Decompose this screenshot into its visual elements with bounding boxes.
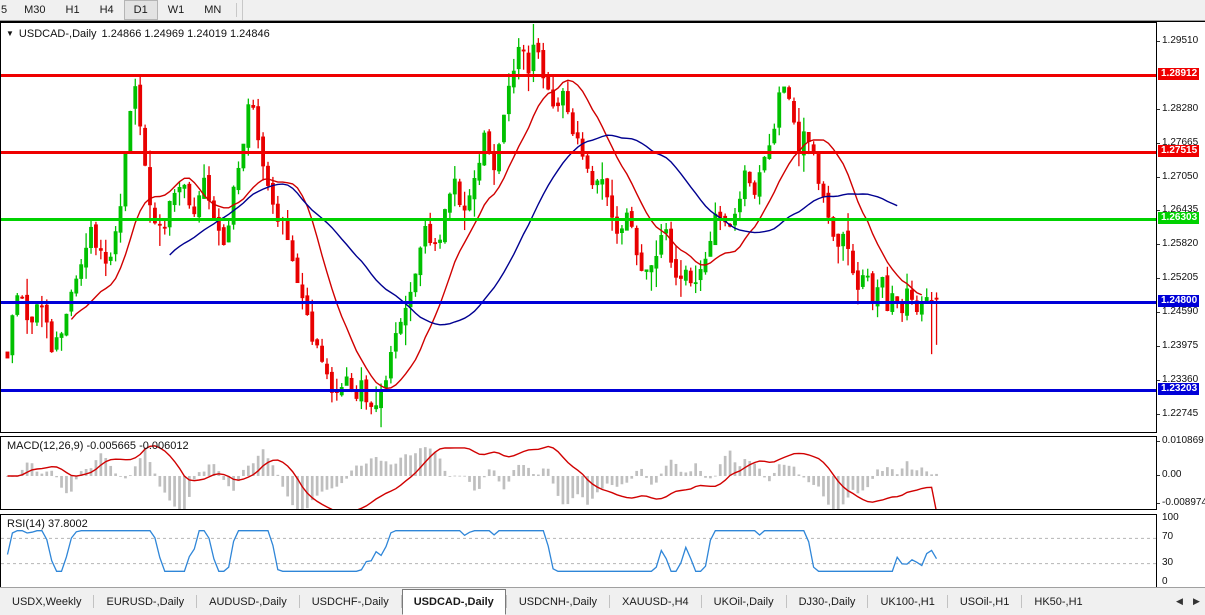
chart-workspace: ▼ USDCAD-,Daily 1.24866 1.24969 1.24019 … [0, 21, 1205, 601]
chart-tab-usdcad-daily[interactable]: USDCAD-,Daily [401, 589, 506, 615]
price-tick [1157, 176, 1160, 178]
chart-tab-bar[interactable]: USDX,Weekly EURUSD-,Daily AUDUSD-,Daily USD… [0, 587, 1205, 615]
tab-divider [609, 595, 611, 608]
chart-tab-usdx-weekly[interactable]: USDX,Weekly [12, 595, 82, 608]
tab-divider [946, 595, 948, 608]
price-tick [1157, 278, 1160, 280]
timeframe-m5[interactable]: 5 [1, 4, 8, 16]
price-axis-label: 1.23360 [1162, 374, 1199, 386]
chart-symbol-label: USDCAD-,Daily [18, 28, 97, 40]
timeframe-d1[interactable]: D1 [123, 0, 158, 20]
level-line[interactable] [1, 300, 1156, 304]
timeframe-mn[interactable]: MN [204, 4, 222, 16]
macd-plot [6, 445, 938, 509]
toolbar-empty-area [242, 0, 1205, 20]
tab-scroll-left-icon[interactable]: ◀ [1176, 596, 1183, 606]
chart-tab-uk100-h1[interactable]: UK100-,H1 [880, 595, 935, 608]
candlestick-plot [5, 23, 939, 428]
price-level-tag[interactable]: 1.24800 [1158, 294, 1200, 307]
timeframe-w1[interactable]: W1 [167, 4, 185, 16]
price-axis-label: 1.26435 [1162, 204, 1199, 216]
chart-tab-usdcnh-daily[interactable]: USDCNH-,Daily [518, 595, 598, 608]
chart-header: ▼ USDCAD-,Daily 1.24866 1.24969 1.24019 … [6, 28, 270, 40]
timeframe-h1[interactable]: H1 [65, 4, 80, 16]
price-tick [1157, 244, 1160, 246]
chart-tab-xauusd-h4[interactable]: XAUUSD-,H4 [622, 595, 689, 608]
tab-divider [400, 595, 402, 608]
chart-tab-dj30-daily[interactable]: DJ30-,Daily [798, 595, 856, 608]
level-line[interactable] [1, 150, 1156, 154]
level-line[interactable] [1, 73, 1156, 77]
price-level-tag[interactable]: 1.27515 [1158, 144, 1200, 157]
tab-scroll-right-icon[interactable]: ▶ [1193, 596, 1200, 606]
price-axis[interactable]: 1.29510 1.28280 1.27665 1.27050 1.26435 1.258… [1157, 22, 1205, 433]
macd-title: MACD(12,26,9) -0.005665 -0.006012 [7, 440, 189, 452]
price-axis-label: 1.25205 [1162, 272, 1199, 284]
price-tick [1157, 40, 1160, 42]
chart-menu-caret-icon[interactable]: ▼ [6, 29, 14, 38]
price-tick [1157, 380, 1160, 382]
tab-divider [867, 595, 869, 608]
macd-axis-label: 0.010869 [1162, 434, 1204, 446]
price-chart-pane[interactable]: ▼ USDCAD-,Daily 1.24866 1.24969 1.24019 … [0, 22, 1157, 433]
tab-bar-empty-area [1095, 588, 1171, 615]
rsi-axis-label: 0 [1162, 575, 1168, 587]
macd-pane[interactable]: MACD(12,26,9) -0.005665 -0.006012 [0, 436, 1157, 510]
price-tick [1157, 210, 1160, 212]
price-axis-label: 1.27665 [1162, 136, 1199, 148]
macd-tick [1157, 440, 1160, 442]
price-axis-label: 1.25820 [1162, 238, 1199, 250]
tab-divider [700, 595, 702, 608]
macd-tick [1157, 474, 1160, 476]
price-axis-label: 1.24590 [1162, 306, 1199, 318]
rsi-axis-label: 100 [1162, 512, 1179, 524]
price-axis-label: 1.27050 [1162, 170, 1199, 182]
tab-divider [93, 595, 95, 608]
tab-divider [785, 595, 787, 608]
price-tick [1157, 108, 1160, 110]
price-axis-label: 1.29510 [1162, 34, 1199, 46]
tab-divider [505, 595, 507, 608]
rsi-title: RSI(14) 37.8002 [7, 518, 88, 530]
tab-divider [298, 595, 300, 608]
rsi-plot [1, 530, 1156, 572]
macd-axis: 0.010869 0.00 -0.008974 [1157, 434, 1205, 510]
price-tick [1157, 414, 1160, 416]
level-line[interactable] [1, 217, 1156, 221]
chart-tab-usoil-h1[interactable]: USOil-,H1 [959, 595, 1010, 608]
rsi-axis-label: 30 [1162, 556, 1174, 568]
timeframe-m30[interactable]: M30 [24, 4, 46, 16]
price-axis-label: 1.28280 [1162, 102, 1199, 114]
chart-tab-usdchf-daily[interactable]: USDCHF-,Daily [311, 595, 389, 608]
timeframe-h4[interactable]: H4 [99, 4, 114, 16]
tab-divider [196, 595, 198, 608]
price-axis-label: 1.22745 [1162, 408, 1199, 420]
chart-ohlc-values: 1.24866 1.24969 1.24019 1.24846 [101, 28, 270, 40]
price-tick [1157, 312, 1160, 314]
rsi-axis-label: 70 [1162, 531, 1174, 543]
price-axis-label: 1.23975 [1162, 340, 1199, 352]
price-tick [1157, 346, 1160, 348]
macd-axis-label: 0.00 [1162, 468, 1182, 480]
chart-tab-hk50-h1[interactable]: HK50-,H1 [1034, 595, 1083, 608]
chart-tab-eurusd-daily[interactable]: EURUSD-,Daily [106, 595, 185, 608]
rsi-pane[interactable]: RSI(14) 37.8002 [0, 514, 1157, 588]
timeframe-toolbar[interactable]: 5 M30 H1 H4 D1 W1 MN [0, 0, 1205, 21]
rsi-axis: 100 70 30 0 [1157, 512, 1205, 588]
price-level-tag[interactable]: 1.26303 [1158, 211, 1200, 224]
chart-tab-ukoil-daily[interactable]: UKOil-,Daily [713, 595, 774, 608]
chart-tab-audusd-daily[interactable]: AUDUSD-,Daily [209, 595, 287, 608]
macd-axis-label: -0.008974 [1162, 497, 1205, 509]
price-level-tag[interactable]: 1.23203 [1158, 382, 1200, 395]
price-level-tag[interactable]: 1.28912 [1158, 67, 1200, 80]
price-tick [1157, 142, 1160, 144]
tab-divider [1021, 595, 1023, 608]
macd-tick [1157, 503, 1160, 505]
level-line[interactable] [1, 388, 1156, 392]
toolbar-divider [236, 3, 238, 17]
